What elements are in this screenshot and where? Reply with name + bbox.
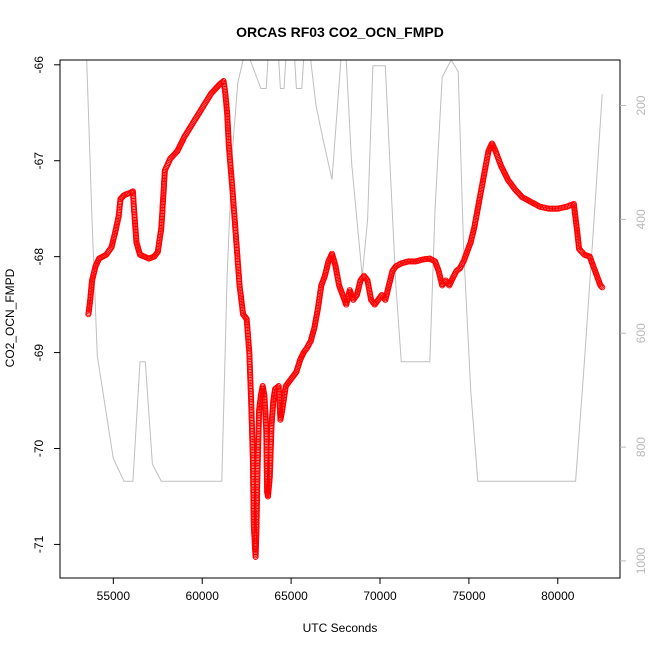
plot-frame <box>59 59 621 579</box>
data-point <box>253 512 260 519</box>
y-tick-label: -68 <box>32 248 46 266</box>
right-y-axis: 200 400 600 800 1000 <box>620 95 648 574</box>
right-tick-label: 400 <box>634 209 648 229</box>
data-point <box>256 408 263 415</box>
right-tick-label: 800 <box>634 437 648 457</box>
data-point <box>225 137 232 144</box>
right-tick-label: 600 <box>634 323 648 343</box>
x-tick-label: 70000 <box>363 589 397 603</box>
co2-point-series <box>85 78 606 560</box>
data-point <box>253 538 260 545</box>
data-point <box>599 284 606 291</box>
data-point <box>212 85 220 92</box>
y-tick-label: -66 <box>32 56 46 74</box>
x-axis: 55000 60000 65000 70000 75000 80000 <box>97 577 575 603</box>
data-point <box>250 507 257 514</box>
y-tick-label: -67 <box>32 152 46 170</box>
data-point <box>597 282 604 289</box>
data-point <box>224 114 231 121</box>
data-point <box>261 398 268 405</box>
y-axis-label: CO2_OCN_FMPD <box>3 268 17 367</box>
data-point <box>275 383 282 390</box>
altitude-line <box>86 58 603 482</box>
data-point <box>153 250 160 257</box>
chart-title: ORCAS RF03 CO2_OCN_FMPD <box>236 24 444 40</box>
data-point <box>214 83 222 90</box>
x-tick-label: 65000 <box>274 589 308 603</box>
data-point <box>250 506 257 513</box>
data-point <box>598 283 605 290</box>
data-point <box>252 544 259 551</box>
data-point <box>253 514 260 521</box>
y-tick-label: -71 <box>32 535 46 553</box>
x-axis-label: UTC Seconds <box>303 621 378 635</box>
right-tick-label: 200 <box>634 95 648 115</box>
y-axis: -71 -70 -69 -68 -67 -66 <box>32 56 60 553</box>
data-point <box>209 89 216 96</box>
data-point <box>262 415 269 422</box>
x-tick-label: 55000 <box>97 589 131 603</box>
data-point <box>242 314 249 321</box>
data-point <box>160 182 168 189</box>
data-point <box>363 276 370 283</box>
data-point <box>252 553 259 560</box>
x-tick-label: 80000 <box>541 589 575 603</box>
right-tick-label: 1000 <box>634 547 648 574</box>
x-tick-label: 75000 <box>452 589 486 603</box>
altitude-line-series <box>86 58 603 482</box>
y-tick-label: -69 <box>32 344 46 362</box>
x-tick-label: 60000 <box>186 589 220 603</box>
y-tick-label: -70 <box>32 440 46 458</box>
